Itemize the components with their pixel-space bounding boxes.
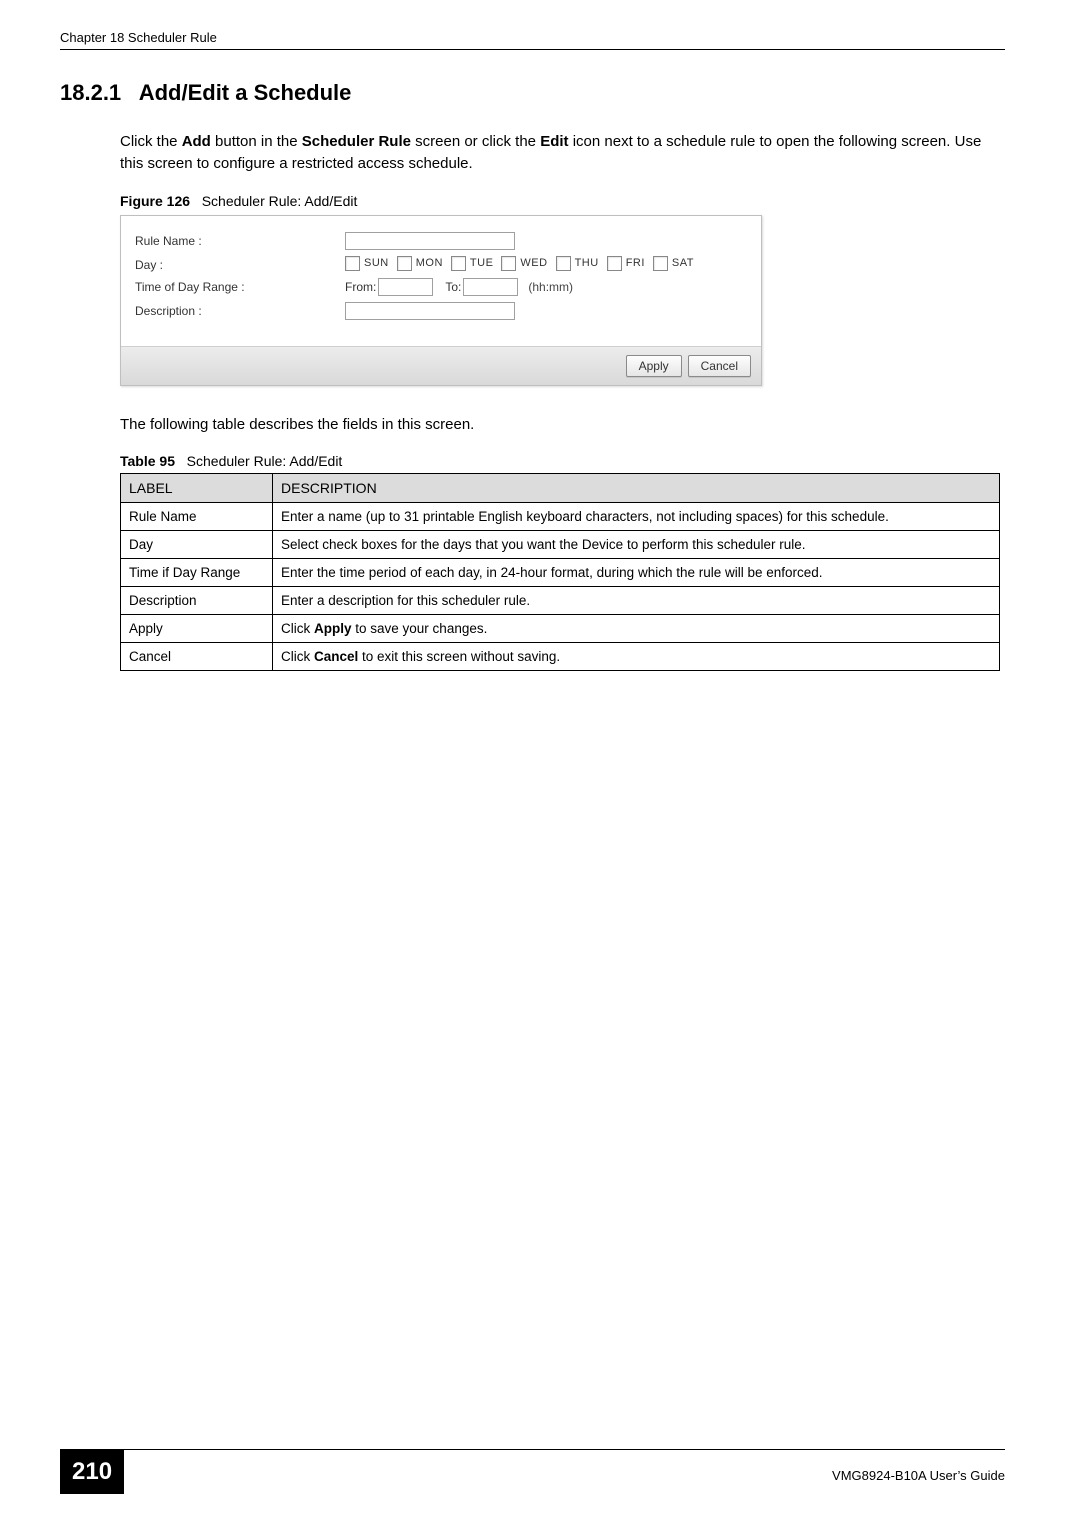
to-label: To: — [445, 280, 461, 294]
cell-description: Enter a name (up to 31 printable English… — [273, 503, 1000, 531]
to-input[interactable] — [463, 278, 518, 296]
th-label: LABEL — [121, 474, 273, 503]
time-range-label: Time of Day Range : — [135, 278, 345, 294]
day-checkbox-tue[interactable] — [451, 256, 466, 271]
figure-title: Scheduler Rule: Add/Edit — [202, 193, 358, 209]
day-label-tue: TUE — [470, 257, 494, 269]
section-number: 18.2.1 — [60, 80, 121, 105]
table-row: Time if Day RangeEnter the time period o… — [121, 559, 1000, 587]
content-area: Click the Add button in the Scheduler Ru… — [120, 131, 1005, 671]
cell-label: Time if Day Range — [121, 559, 273, 587]
day-checkbox-mon[interactable] — [397, 256, 412, 271]
guide-name: VMG8924-B10A User’s Guide — [832, 1468, 1005, 1483]
day-label: Day : — [135, 256, 345, 272]
form-row-time-range: Time of Day Range : From: To: (hh:mm) — [135, 278, 747, 296]
figure-label: Figure 126 — [120, 193, 190, 209]
page: Chapter 18 Scheduler Rule 18.2.1 Add/Edi… — [0, 0, 1065, 1524]
screenshot-form-area: Rule Name : Day : SUNMONTUEWEDTHUFRISAT … — [121, 216, 761, 346]
description-input[interactable] — [345, 302, 515, 320]
cell-description: Enter the time period of each day, in 24… — [273, 559, 1000, 587]
screenshot-footer-bar: Apply Cancel — [121, 346, 761, 385]
intro-paragraph: Click the Add button in the Scheduler Ru… — [120, 131, 1005, 175]
day-checkbox-sun[interactable] — [345, 256, 360, 271]
form-row-rule-name: Rule Name : — [135, 232, 747, 250]
section-heading: 18.2.1 Add/Edit a Schedule — [60, 80, 1005, 106]
hhmm-hint: (hh:mm) — [528, 280, 573, 294]
table-title: Scheduler Rule: Add/Edit — [187, 453, 343, 469]
page-number: 210 — [60, 1450, 124, 1494]
description-table: LABEL DESCRIPTION Rule NameEnter a name … — [120, 473, 1000, 671]
table-row: CancelClick Cancel to exit this screen w… — [121, 643, 1000, 671]
cell-label: Day — [121, 531, 273, 559]
rule-name-field-wrap — [345, 232, 747, 250]
cell-label: Rule Name — [121, 503, 273, 531]
day-label-sat: SAT — [672, 257, 694, 269]
day-checkbox-thu[interactable] — [556, 256, 571, 271]
table-row: ApplyClick Apply to save your changes. — [121, 615, 1000, 643]
day-label-fri: FRI — [626, 257, 645, 269]
form-row-day: Day : SUN MON TUE WED THU FRI SAT — [135, 256, 747, 272]
after-figure-text: The following table describes the fields… — [120, 414, 1005, 436]
th-description: DESCRIPTION — [273, 474, 1000, 503]
table-row: DescriptionEnter a description for this … — [121, 587, 1000, 615]
cell-label: Description — [121, 587, 273, 615]
table-row: DaySelect check boxes for the days that … — [121, 531, 1000, 559]
rule-name-input[interactable] — [345, 232, 515, 250]
cell-description: Select check boxes for the days that you… — [273, 531, 1000, 559]
figure-caption: Figure 126 Scheduler Rule: Add/Edit — [120, 193, 1005, 209]
rule-name-label: Rule Name : — [135, 232, 345, 248]
cell-description: Click Cancel to exit this screen without… — [273, 643, 1000, 671]
day-label-wed: WED — [520, 257, 547, 269]
day-checkbox-wed[interactable] — [501, 256, 516, 271]
day-label-thu: THU — [575, 257, 599, 269]
from-label: From: — [345, 280, 376, 294]
table-caption: Table 95 Scheduler Rule: Add/Edit — [120, 453, 1005, 469]
apply-button[interactable]: Apply — [626, 355, 682, 377]
day-label-sun: SUN — [364, 257, 389, 269]
day-checkbox-sat[interactable] — [653, 256, 668, 271]
page-footer: 210 VMG8924-B10A User’s Guide — [60, 1449, 1005, 1494]
cancel-button[interactable]: Cancel — [688, 355, 751, 377]
screenshot-scheduler-rule-add-edit: Rule Name : Day : SUNMONTUEWEDTHUFRISAT … — [120, 215, 762, 386]
day-label-mon: MON — [416, 257, 443, 269]
description-field-wrap — [345, 302, 747, 320]
day-checkbox-fri[interactable] — [607, 256, 622, 271]
time-range-field-wrap: From: To: (hh:mm) — [345, 278, 747, 296]
table-row: Rule NameEnter a name (up to 31 printabl… — [121, 503, 1000, 531]
form-row-description: Description : — [135, 302, 747, 320]
cell-label: Apply — [121, 615, 273, 643]
day-field-wrap: SUN MON TUE WED THU FRI SAT — [345, 256, 747, 271]
table-label: Table 95 — [120, 453, 175, 469]
from-input[interactable] — [378, 278, 433, 296]
running-header: Chapter 18 Scheduler Rule — [60, 30, 1005, 50]
cell-description: Enter a description for this scheduler r… — [273, 587, 1000, 615]
section-title-text: Add/Edit a Schedule — [139, 80, 352, 105]
cell-label: Cancel — [121, 643, 273, 671]
table-header-row: LABEL DESCRIPTION — [121, 474, 1000, 503]
table-body: Rule NameEnter a name (up to 31 printabl… — [121, 503, 1000, 671]
cell-description: Click Apply to save your changes. — [273, 615, 1000, 643]
description-label: Description : — [135, 302, 345, 318]
